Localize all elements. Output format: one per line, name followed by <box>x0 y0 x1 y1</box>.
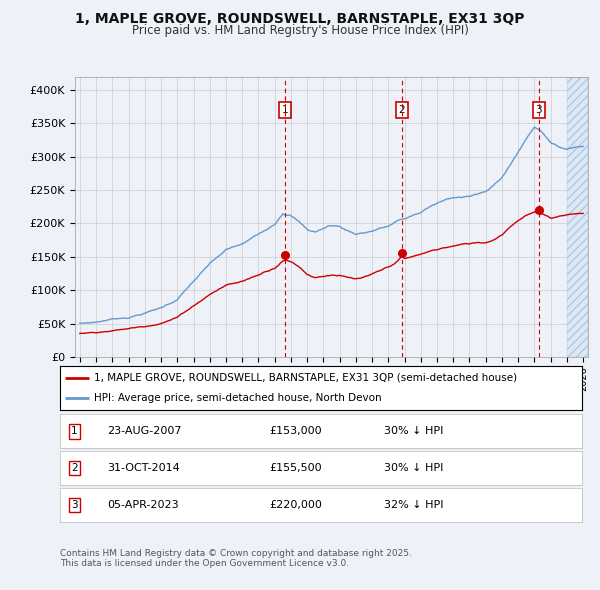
Text: 2: 2 <box>398 105 405 115</box>
Text: 3: 3 <box>71 500 78 510</box>
Text: 1: 1 <box>71 427 78 436</box>
Text: 30% ↓ HPI: 30% ↓ HPI <box>383 427 443 436</box>
Text: £220,000: £220,000 <box>269 500 322 510</box>
Text: 1, MAPLE GROVE, ROUNDSWELL, BARNSTAPLE, EX31 3QP: 1, MAPLE GROVE, ROUNDSWELL, BARNSTAPLE, … <box>75 12 525 26</box>
Text: 23-AUG-2007: 23-AUG-2007 <box>107 427 181 436</box>
Text: Contains HM Land Registry data © Crown copyright and database right 2025.: Contains HM Land Registry data © Crown c… <box>60 549 412 558</box>
Text: 1: 1 <box>282 105 289 115</box>
Text: 05-APR-2023: 05-APR-2023 <box>107 500 179 510</box>
Text: This data is licensed under the Open Government Licence v3.0.: This data is licensed under the Open Gov… <box>60 559 349 568</box>
Text: 1, MAPLE GROVE, ROUNDSWELL, BARNSTAPLE, EX31 3QP (semi-detached house): 1, MAPLE GROVE, ROUNDSWELL, BARNSTAPLE, … <box>94 373 517 383</box>
Text: 31-OCT-2014: 31-OCT-2014 <box>107 463 180 473</box>
Text: 30% ↓ HPI: 30% ↓ HPI <box>383 463 443 473</box>
Text: Price paid vs. HM Land Registry's House Price Index (HPI): Price paid vs. HM Land Registry's House … <box>131 24 469 37</box>
Text: 2: 2 <box>71 463 78 473</box>
Bar <box>567 77 588 357</box>
Text: 32% ↓ HPI: 32% ↓ HPI <box>383 500 443 510</box>
Text: £153,000: £153,000 <box>269 427 322 436</box>
Text: £155,500: £155,500 <box>269 463 322 473</box>
Text: 3: 3 <box>535 105 542 115</box>
Text: HPI: Average price, semi-detached house, North Devon: HPI: Average price, semi-detached house,… <box>94 393 382 403</box>
